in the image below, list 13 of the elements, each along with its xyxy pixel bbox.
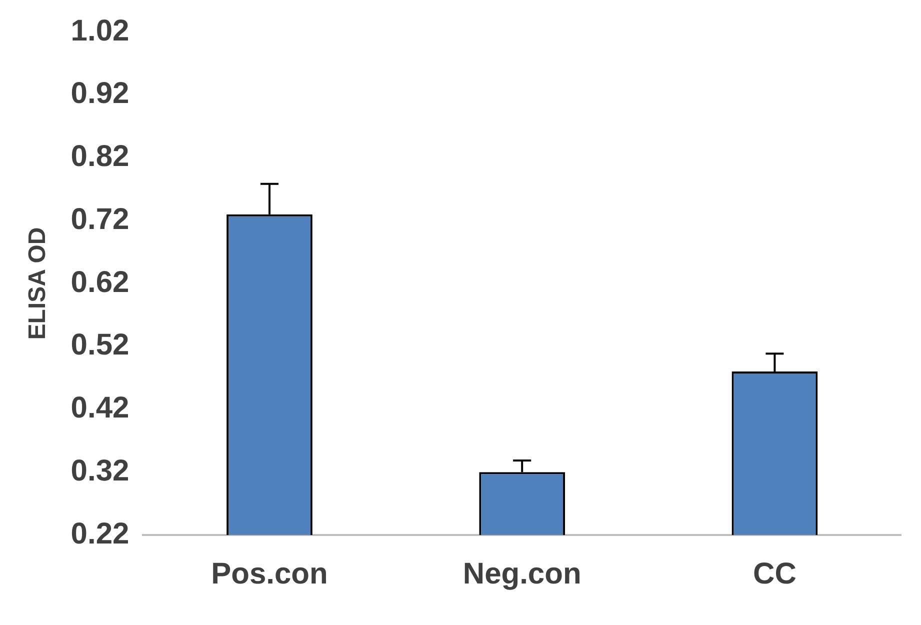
y-tick-label: 0.32 — [70, 454, 130, 488]
y-tick-label: 0.82 — [70, 140, 130, 174]
y-tick-label: 0.22 — [70, 517, 130, 550]
y-tick-label: 0.92 — [70, 77, 130, 110]
y-tick-label: 0.42 — [70, 392, 130, 425]
x-tick-label: Pos.con — [211, 557, 328, 590]
y-axis-title: ELISA OD — [24, 227, 52, 340]
y-tick-label: 0.62 — [70, 266, 130, 299]
y-tick-label: 0.52 — [70, 328, 130, 362]
x-tick-label: Neg.con — [462, 557, 582, 590]
y-tick-label: 1.02 — [70, 14, 130, 48]
x-tick-label: CC — [753, 557, 796, 590]
y-tick-label: 0.72 — [70, 202, 130, 236]
